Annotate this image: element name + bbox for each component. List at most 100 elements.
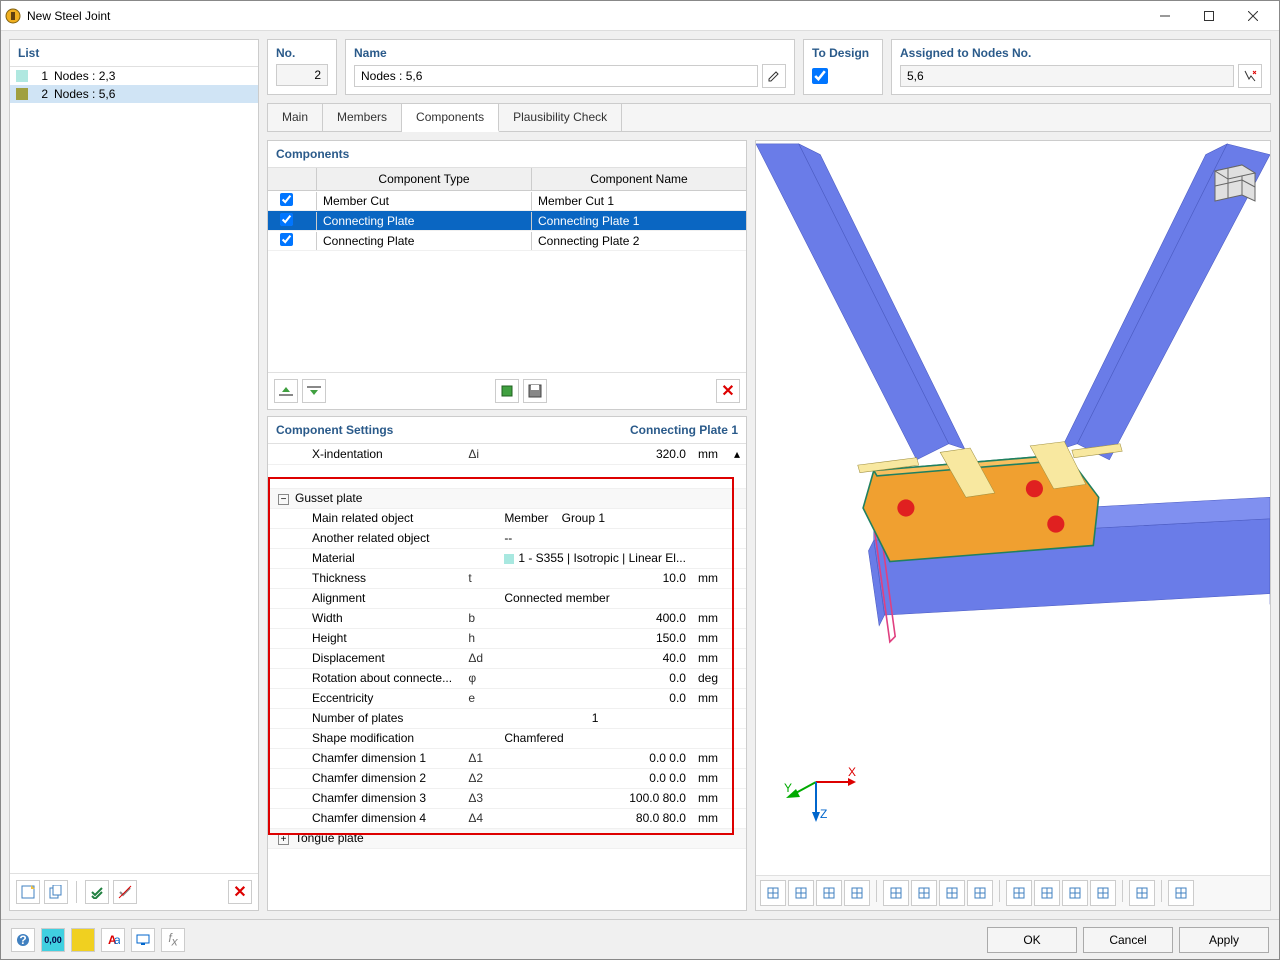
z-view-icon[interactable] — [939, 880, 965, 906]
prop-symbol: φ — [462, 668, 498, 688]
prop-value[interactable]: Connected member — [498, 588, 692, 608]
help-icon[interactable]: ? — [11, 928, 35, 952]
prop-value[interactable]: 150.0 — [498, 628, 692, 648]
y-view-icon[interactable] — [911, 880, 937, 906]
prop-value[interactable]: Member Group 1 — [498, 508, 692, 528]
display-icon[interactable] — [131, 928, 155, 952]
fx-icon[interactable]: fx — [161, 928, 185, 952]
separator — [876, 880, 877, 902]
prop-symbol — [462, 588, 498, 608]
prop-unit: mm — [692, 628, 728, 648]
collapse-icon[interactable]: − — [278, 494, 289, 505]
prop-value[interactable]: 320.0 — [498, 444, 692, 464]
prop-value[interactable]: 80.0 80.0 — [498, 808, 692, 828]
components-toolbar: ✕ — [268, 372, 746, 409]
prop-value[interactable]: 0.0 — [498, 668, 692, 688]
no-input[interactable] — [276, 64, 328, 86]
x-view-icon[interactable] — [883, 880, 909, 906]
prop-value[interactable]: 0.0 — [498, 688, 692, 708]
tab-plausibility-check[interactable]: Plausibility Check — [499, 104, 622, 131]
prop-value[interactable]: 0.0 0.0 — [498, 768, 692, 788]
prop-value[interactable]: -- — [498, 528, 692, 548]
component-checkbox[interactable] — [280, 233, 293, 246]
svg-text:?: ? — [19, 933, 26, 947]
view-cube-icon[interactable] — [1200, 151, 1260, 211]
prop-value[interactable]: Chamfered — [498, 728, 692, 748]
prop-value[interactable]: 1 — [498, 708, 692, 728]
prop-unit — [692, 588, 728, 608]
exit-icon[interactable] — [1168, 880, 1194, 906]
view-icon[interactable] — [844, 880, 870, 906]
name-label: Name — [354, 46, 786, 60]
print-icon[interactable] — [1062, 880, 1088, 906]
axes-icon[interactable] — [788, 880, 814, 906]
prop-value[interactable]: 100.0 80.0 — [498, 788, 692, 808]
component-row[interactable]: Member CutMember Cut 1 — [268, 191, 746, 211]
name-input[interactable] — [354, 65, 758, 87]
layers-icon[interactable] — [1006, 880, 1032, 906]
section-gusset[interactable]: −Gusset plate — [268, 488, 746, 508]
color-icon[interactable] — [71, 928, 95, 952]
expand-icon[interactable]: + — [278, 834, 289, 845]
col-type: Component Type — [316, 168, 531, 190]
close-button[interactable] — [1231, 2, 1275, 30]
tabstrip: MainMembersComponentsPlausibility Check — [267, 103, 1271, 132]
apply-button[interactable]: Apply — [1179, 927, 1269, 953]
select-icon[interactable] — [760, 880, 786, 906]
tab-members[interactable]: Members — [323, 104, 402, 131]
find-icon[interactable] — [1129, 880, 1155, 906]
check-all-icon[interactable] — [85, 880, 109, 904]
prop-value[interactable]: 400.0 — [498, 608, 692, 628]
save-icon[interactable] — [523, 379, 547, 403]
library-icon[interactable] — [495, 379, 519, 403]
font-icon[interactable]: Aa — [101, 928, 125, 952]
units-icon[interactable]: 0,00 — [41, 928, 65, 952]
todesign-checkbox[interactable] — [812, 68, 828, 84]
component-checkbox[interactable] — [280, 193, 293, 206]
prop-unit — [692, 548, 728, 568]
prop-value[interactable]: 10.0 — [498, 568, 692, 588]
prop-label: Chamfer dimension 2 — [268, 768, 462, 788]
field-no: No. — [267, 39, 337, 95]
arrow-icon[interactable] — [816, 880, 842, 906]
cancel-button[interactable]: Cancel — [1083, 927, 1173, 953]
prop-label: Displacement — [268, 648, 462, 668]
ok-button[interactable]: OK — [987, 927, 1077, 953]
prop-value[interactable]: 0.0 0.0 — [498, 748, 692, 768]
minimize-button[interactable] — [1143, 2, 1187, 30]
view3d[interactable]: X Y Z — [756, 141, 1270, 875]
uncheck-all-icon[interactable] — [113, 880, 137, 904]
component-row[interactable]: Connecting PlateConnecting Plate 1 — [268, 211, 746, 231]
prop-label: Chamfer dimension 3 — [268, 788, 462, 808]
component-checkbox[interactable] — [280, 213, 293, 226]
move-down-icon[interactable] — [302, 379, 326, 403]
tab-components[interactable]: Components — [402, 104, 499, 132]
prop-value[interactable]: 40.0 — [498, 648, 692, 668]
copy-icon[interactable] — [44, 880, 68, 904]
neg-z-icon[interactable] — [967, 880, 993, 906]
component-type: Connecting Plate — [316, 232, 531, 250]
delete-icon[interactable]: ✕ — [228, 880, 252, 904]
list-item[interactable]: 1Nodes : 2,3 — [10, 67, 258, 85]
iso-icon[interactable] — [1034, 880, 1060, 906]
delete-component-icon[interactable]: ✕ — [716, 379, 740, 403]
arrow2-icon[interactable] — [1090, 880, 1116, 906]
section-tongue[interactable]: +Tongue plate — [268, 828, 746, 848]
prop-unit: mm — [692, 788, 728, 808]
components-table-header: Component Type Component Name — [268, 168, 746, 191]
list-item-index: 2 — [34, 87, 48, 101]
maximize-button[interactable] — [1187, 2, 1231, 30]
edit-name-icon[interactable] — [762, 64, 786, 88]
prop-value[interactable]: 1 - S355 | Isotropic | Linear El... — [498, 548, 692, 568]
pick-nodes-icon[interactable] — [1238, 64, 1262, 88]
tab-main[interactable]: Main — [268, 104, 323, 131]
new-icon[interactable] — [16, 880, 40, 904]
viewport: X Y Z — [755, 140, 1271, 911]
settings-title: Connecting Plate 1 — [630, 423, 738, 437]
prop-label: Alignment — [268, 588, 462, 608]
list-item[interactable]: 2Nodes : 5,6 — [10, 85, 258, 103]
component-row[interactable]: Connecting PlateConnecting Plate 2 — [268, 231, 746, 251]
prop-label: Eccentricity — [268, 688, 462, 708]
prop-symbol — [462, 728, 498, 748]
move-up-icon[interactable] — [274, 379, 298, 403]
